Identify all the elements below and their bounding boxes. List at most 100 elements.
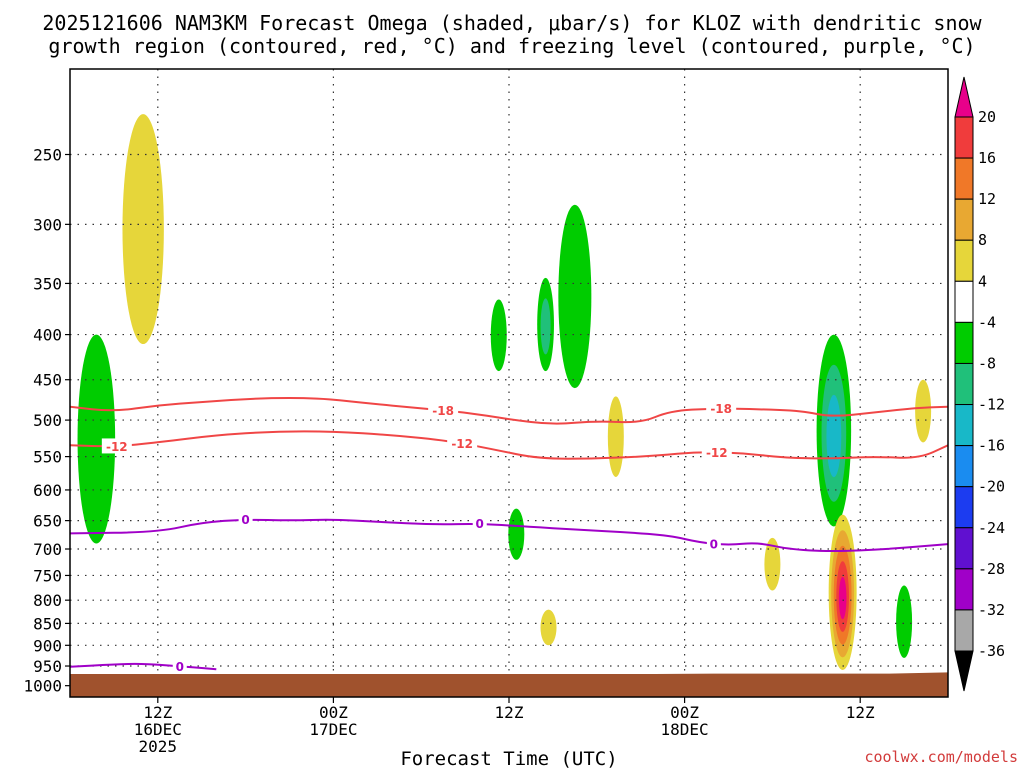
colorbar-segment-10	[954, 527, 974, 570]
contour-lines: -18 -18 -12 -12 -12 0 0 0 0	[70, 396, 948, 674]
y-tick-label-950: 950	[33, 657, 62, 676]
chart-title-line2: growth region (contoured, red, °C) and f…	[48, 34, 975, 58]
colorbar-segment-7	[954, 404, 974, 447]
contour-label-bg-freezing-level-0-low-0	[172, 658, 187, 674]
y-tick-label-800: 800	[33, 591, 62, 610]
contour-label-bg-dgz-minus18-1	[706, 400, 737, 416]
y-tick-label-1000: 1000	[23, 677, 62, 696]
contour-label-dgz-minus18-1: -18	[710, 402, 732, 416]
omega-region-sink-f-0	[764, 537, 781, 591]
colorbar-bottom-arrow	[954, 650, 974, 692]
colorbar-label-6: -8	[978, 354, 996, 372]
colorbar-segment-8	[954, 445, 974, 488]
y-axis: 250 300 350 400 450 500 550 600 650 700 750 800 850 9…	[23, 145, 70, 696]
credit-text: coolwx.com/models	[864, 748, 1018, 766]
contour-label-dgz-minus12-2: -12	[706, 446, 728, 460]
contour-dgz-minus18	[70, 396, 948, 425]
contour-label-freezing-level-0-low-0: 0	[176, 660, 184, 674]
terrain-fill	[70, 672, 948, 697]
y-tick-label-700: 700	[33, 540, 62, 559]
colorbar-label-1: 16	[978, 149, 996, 167]
x-tick-label-1-1: 17DEC	[309, 720, 357, 739]
colorbar-segment-0	[954, 116, 974, 159]
contour-label-freezing-level-0-1: 0	[476, 517, 484, 531]
y-tick-label-350: 350	[33, 274, 62, 293]
contour-label-bg-dgz-minus12-1	[447, 435, 478, 451]
colorbar-label-10: -24	[978, 519, 1005, 537]
colorbar-segment-4	[954, 280, 974, 323]
colorbar-label-13: -36	[978, 642, 1005, 660]
contour-freezing-level-0	[70, 518, 948, 553]
x-tick-label-4-0: 12Z	[846, 703, 875, 722]
contour-label-freezing-level-0-0: 0	[241, 513, 249, 527]
omega-region-sink-d-0	[915, 379, 932, 443]
y-tick-label-550: 550	[33, 448, 62, 467]
x-tick-label-3-0: 00Z	[670, 703, 699, 722]
chart-title-line1: 2025121606 NAM3KM Forecast Omega (shaded…	[42, 11, 982, 35]
contour-label-dgz-minus12-1: -12	[451, 437, 473, 451]
colorbar-label-0: 20	[978, 108, 996, 126]
y-tick-label-300: 300	[33, 215, 62, 234]
y-tick-label-850: 850	[33, 614, 62, 633]
omega-region-sink-e-0	[540, 609, 557, 646]
contour-label-bg-dgz-minus18-0	[428, 402, 459, 418]
omega-region-ascent-c-1	[540, 298, 551, 355]
colorbar-segment-3	[954, 239, 974, 282]
x-tick-label-2-0: 12Z	[495, 703, 524, 722]
colorbar-label-5: -4	[978, 313, 996, 331]
colorbar-segment-5	[954, 321, 974, 364]
contour-label-bg-dgz-minus12-0	[101, 438, 132, 454]
contour-label-bg-freezing-level-0-2	[706, 535, 721, 551]
x-tick-label-1-0: 00Z	[319, 703, 348, 722]
omega-region-ascent-d-0	[490, 299, 507, 372]
y-tick-label-450: 450	[33, 371, 62, 390]
colorbar-label-11: -28	[978, 560, 1005, 578]
colorbar-segment-2	[954, 198, 974, 241]
colorbar-segment-12	[954, 609, 974, 652]
grid-lines	[70, 69, 948, 697]
contour-freezing-level-0-low	[70, 662, 217, 671]
colorbar-segment-1	[954, 157, 974, 200]
y-tick-label-400: 400	[33, 326, 62, 345]
y-tick-label-600: 600	[33, 481, 62, 500]
omega-region-ascent-f-2	[826, 394, 842, 478]
x-tick-label-0-1: 16DEC	[134, 720, 182, 739]
omega-shading	[77, 114, 932, 671]
omega-region-ascent-a-0	[77, 334, 116, 544]
y-tick-label-250: 250	[33, 145, 62, 164]
contour-label-freezing-level-0-2: 0	[710, 537, 718, 551]
colorbar-segment-9	[954, 486, 974, 529]
y-tick-label-900: 900	[33, 636, 62, 655]
terrain-area	[70, 672, 948, 697]
y-tick-label-650: 650	[33, 512, 62, 531]
contour-label-bg-freezing-level-0-0	[238, 511, 253, 527]
x-axis-label: Forecast Time (UTC)	[400, 748, 617, 768]
omega-region-sink-c-4	[838, 576, 847, 620]
y-tick-label-500: 500	[33, 411, 62, 430]
contour-label-bg-dgz-minus12-2	[701, 444, 732, 460]
omega-region-ascent-e-0	[508, 508, 525, 560]
contour-label-dgz-minus12-0: -12	[106, 440, 128, 454]
contour-dgz-minus12	[70, 430, 948, 460]
colorbar-top-arrow	[954, 76, 974, 118]
colorbar-label-2: 12	[978, 190, 996, 208]
y-tick-label-750: 750	[33, 566, 62, 585]
omega-region-ascent-b-0	[558, 204, 592, 389]
omega-region-ascent-g-0	[896, 585, 913, 658]
contour-label-bg-freezing-level-0-1	[472, 515, 487, 531]
colorbar-segment-6	[954, 362, 974, 406]
contour-label-dgz-minus18-0: -18	[432, 404, 454, 418]
x-tick-label-0-2: 2025	[139, 737, 178, 756]
colorbar-label-4: 4	[978, 272, 987, 290]
colorbar-label-8: -16	[978, 437, 1005, 455]
colorbar-segment-11	[954, 568, 974, 611]
colorbar-label-9: -20	[978, 478, 1005, 496]
omega-region-sink-a-0	[122, 114, 164, 345]
x-tick-label-3-1: 18DEC	[661, 720, 709, 739]
colorbar-label-12: -32	[978, 601, 1005, 619]
colorbar: 20 16 12 8 4 -4 -8 -12 -16 -20 -24 -28 -32 -36	[954, 76, 1005, 692]
omega-region-sink-b-0	[607, 396, 624, 477]
x-tick-label-0-0: 12Z	[143, 703, 172, 722]
